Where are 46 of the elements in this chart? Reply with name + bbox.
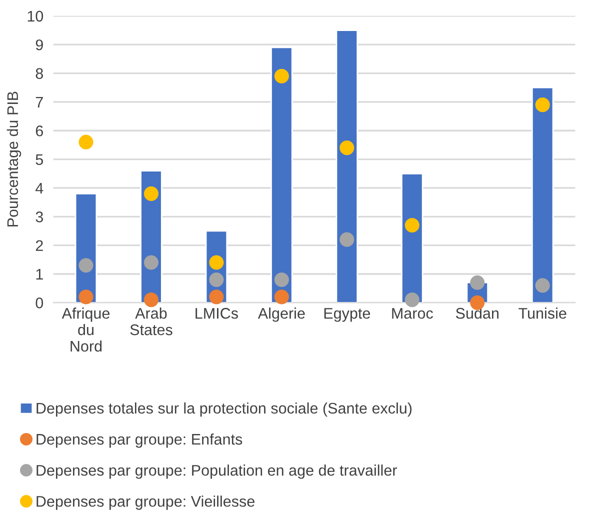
point — [209, 255, 224, 270]
y-tick-label: 7 — [36, 96, 43, 108]
point — [209, 272, 224, 288]
point — [470, 275, 485, 290]
point — [78, 258, 94, 273]
point — [340, 140, 354, 156]
point — [274, 290, 289, 304]
point — [78, 134, 94, 150]
y-tick-label: 6 — [36, 125, 43, 136]
y-tick-label: 8 — [36, 68, 43, 79]
legend-label: Depenses totales sur la protection sociale (Sante exclu) — [36, 402, 412, 417]
y-axis-title: Pourcentage du PIB — [6, 92, 22, 226]
x-tick-label: Arab States — [130, 308, 172, 336]
point — [209, 290, 224, 304]
point — [535, 278, 550, 293]
bar — [336, 30, 358, 303]
point — [144, 255, 158, 270]
x-tick-label: Egypte — [324, 308, 370, 322]
point — [144, 186, 158, 201]
y-tick-label: 10 — [28, 10, 44, 22]
legend-label: Depenses par groupe: Enfants — [36, 434, 242, 448]
x-tick-label: Algerie — [258, 308, 305, 322]
y-tick-label: 3 — [36, 212, 43, 222]
x-tick-label: Sudan — [456, 308, 498, 319]
y-tick-label: 4 — [36, 183, 44, 194]
bar — [270, 46, 293, 303]
point — [78, 290, 94, 304]
y-tick-label: 1 — [36, 269, 43, 280]
point — [535, 98, 550, 112]
legend-label: Depenses par groupe: Vieillesse — [36, 496, 254, 510]
y-tick-label: 5 — [36, 154, 44, 165]
bar — [531, 86, 554, 303]
point — [340, 232, 354, 247]
y-tick-label: 9 — [36, 39, 43, 50]
y-tick-label: 2 — [36, 240, 43, 251]
point — [274, 272, 289, 288]
x-tick-label: LMICs — [196, 308, 238, 319]
point — [404, 218, 420, 233]
point — [274, 68, 289, 84]
x-tick-label: Afrique du Nord — [62, 308, 110, 352]
point — [144, 292, 158, 308]
legend-label: Depenses par groupe: Population en age de travailler — [36, 464, 397, 479]
x-tick-label: Maroc — [392, 308, 433, 319]
y-tick-label: 0 — [36, 298, 44, 308]
point — [404, 292, 420, 308]
x-tick-label: Tunisie — [518, 308, 566, 319]
